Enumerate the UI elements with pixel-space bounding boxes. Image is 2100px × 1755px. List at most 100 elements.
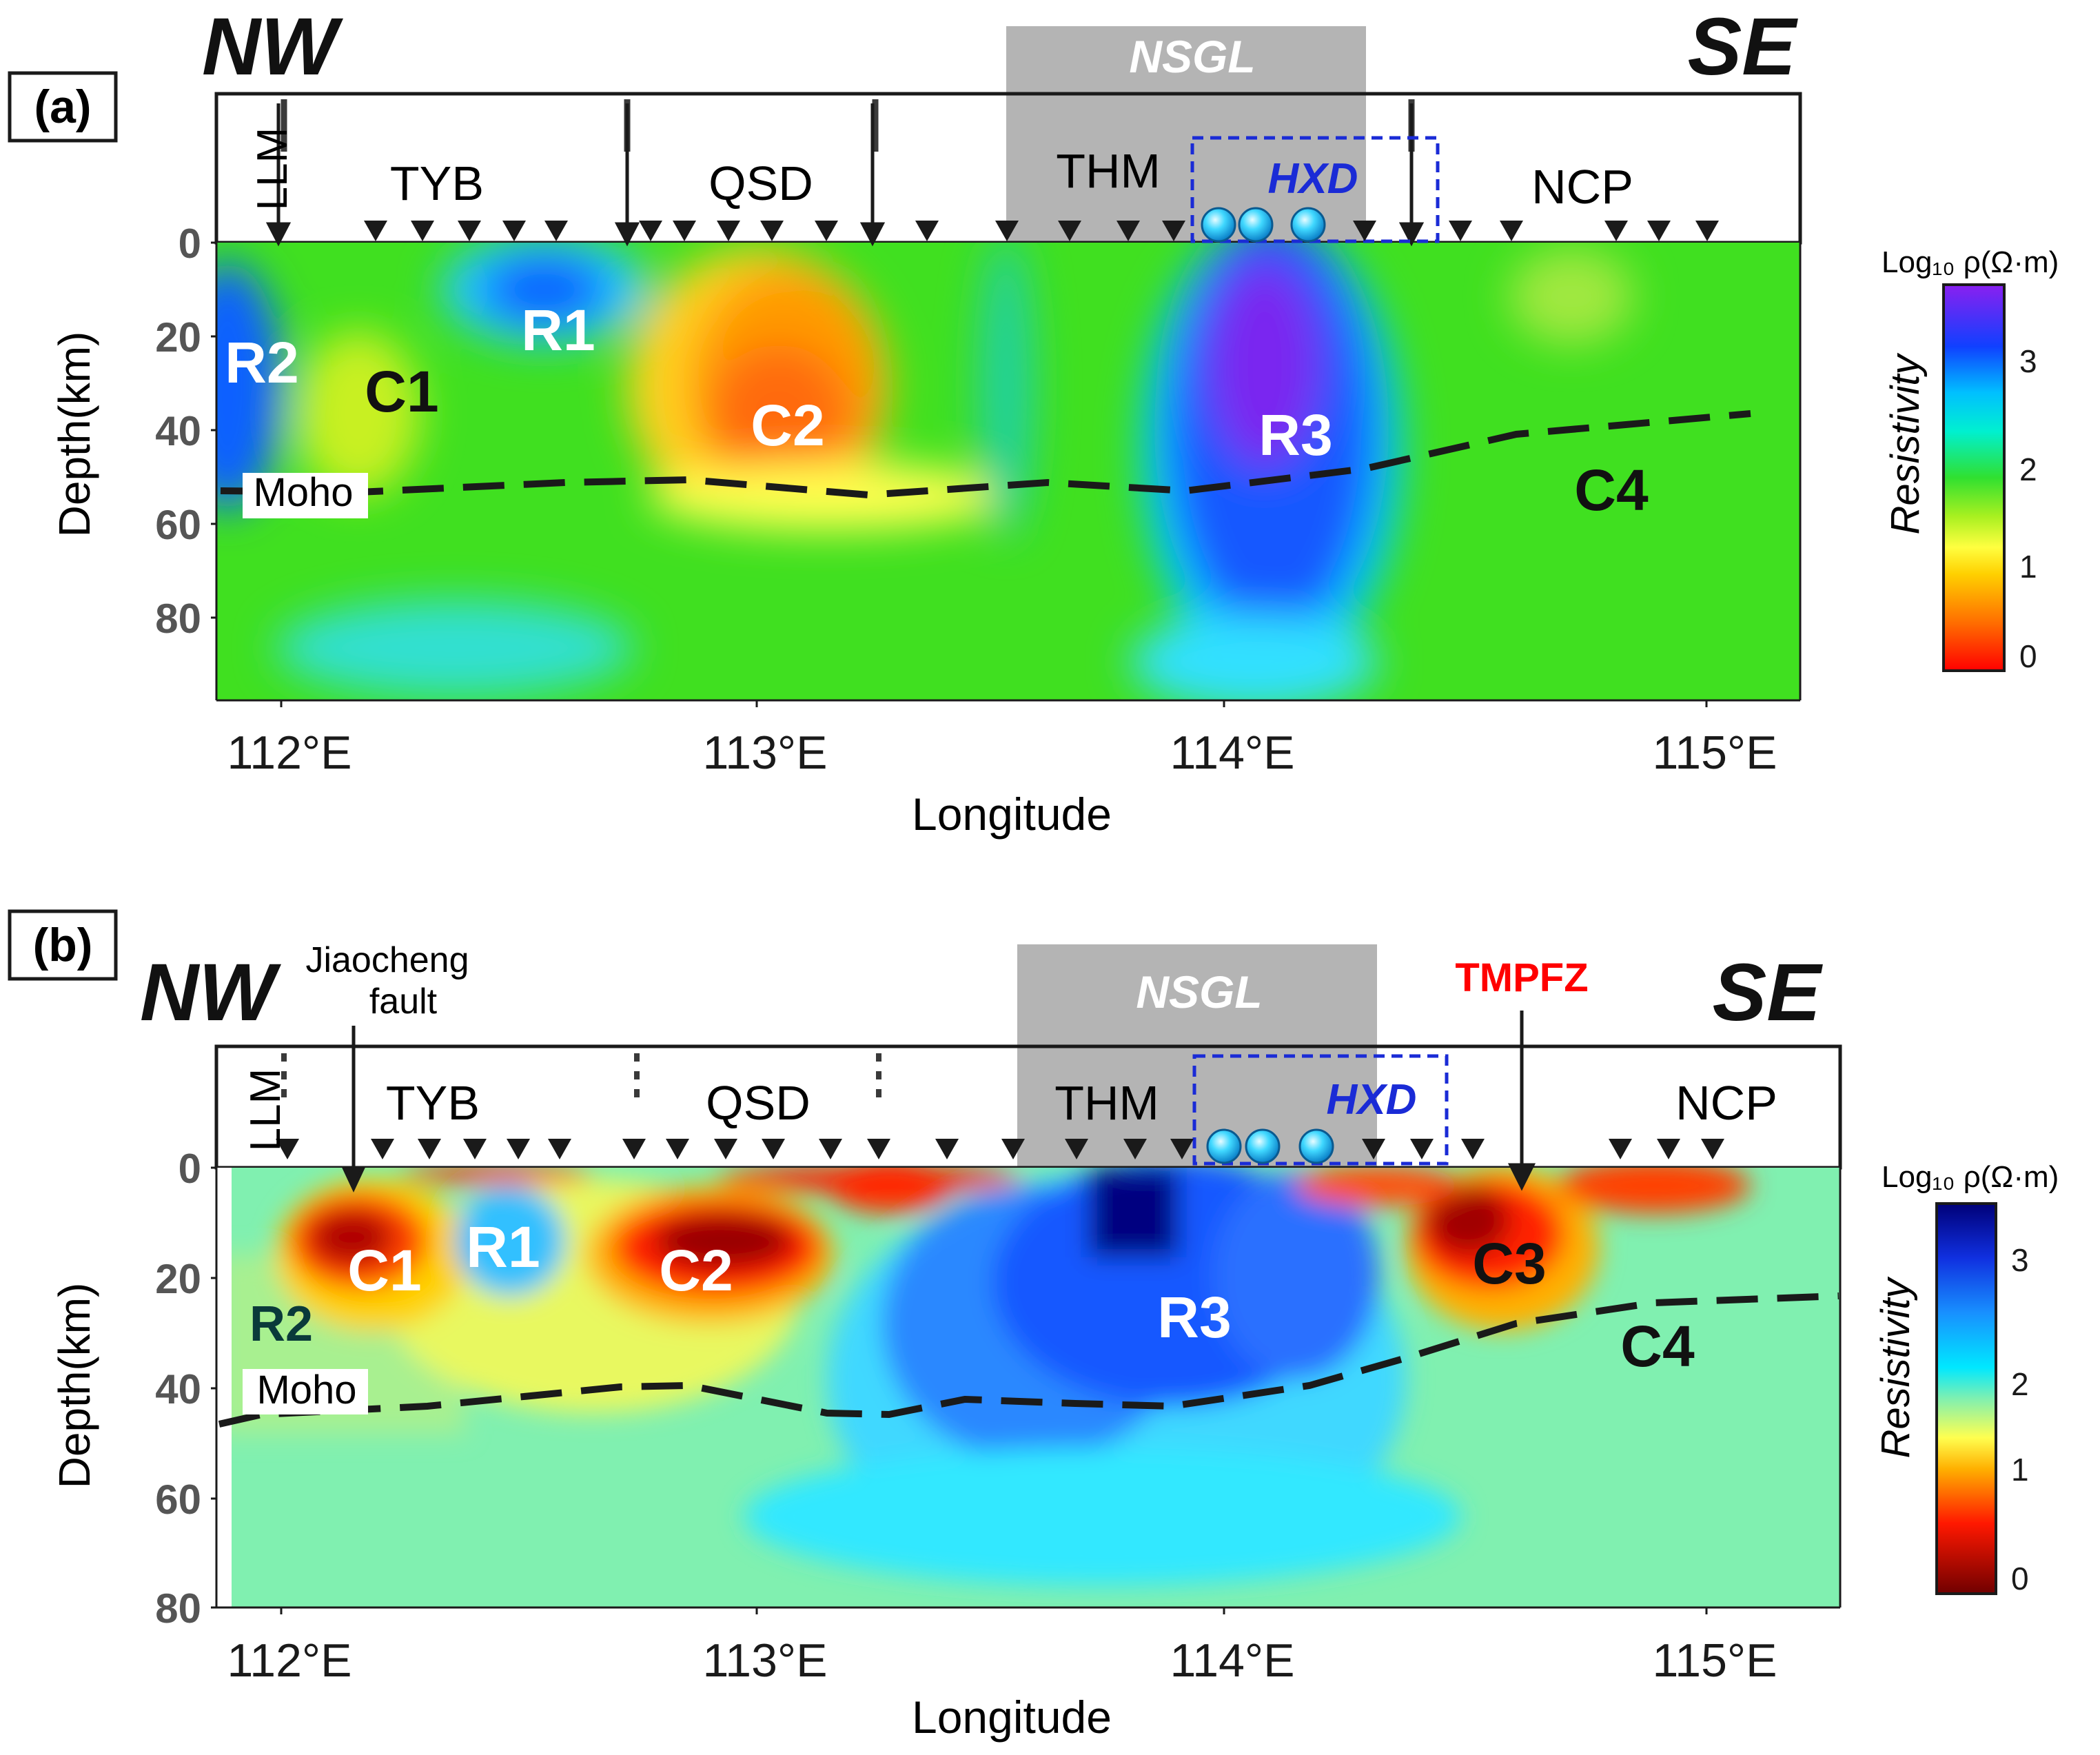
moho-label-b: Moho: [256, 1368, 356, 1412]
cbar-tick-b-2: 2: [2011, 1366, 2029, 1402]
colorbar-ticks-a: 3 2 1 0: [2019, 343, 2037, 674]
hxd-label-b: HXD: [1327, 1076, 1417, 1124]
anomaly-c4-a: C4: [1574, 458, 1649, 523]
xtick-a-113: 113°E: [703, 727, 828, 779]
anomaly-c1-a: C1: [365, 359, 438, 424]
xtick-b-114: 114°E: [1170, 1634, 1295, 1687]
ytick-b-60: 60: [155, 1477, 201, 1523]
xtick-a-114: 114°E: [1170, 727, 1295, 779]
ytick-a-40: 40: [155, 408, 201, 454]
block-tyb-a: TYB: [390, 156, 484, 210]
anomaly-r1-b: R1: [466, 1215, 540, 1279]
cbar-tick-a-3: 3: [2019, 343, 2037, 379]
xticks-b: 112°E 113°E 114°E 115°E: [227, 1634, 1777, 1687]
ytick-a-20: 20: [155, 314, 201, 361]
resistivity-model-a: [216, 243, 1800, 700]
anomaly-c4-b: C4: [1620, 1314, 1695, 1379]
xticks-a: 112°E 113°E 114°E 115°E: [227, 727, 1777, 779]
hxd-box-b: [1192, 1054, 1449, 1166]
tmpfz-label: TMPFZ: [1455, 955, 1588, 1000]
anomaly-c3-b: C3: [1472, 1231, 1546, 1296]
anomaly-r1-a: R1: [521, 298, 595, 363]
moho-label-box-a: [243, 473, 368, 518]
axes-a: [211, 94, 1802, 707]
tmpfz-arrow: [1507, 1011, 1536, 1191]
cbar-tick-b-0: 0: [2011, 1561, 2029, 1596]
colorbar-b: [1935, 1202, 1997, 1595]
resistivity-model-b: [216, 1168, 1840, 1607]
hxd-label-a: HXD: [1268, 155, 1358, 203]
anomaly-c2-a: C2: [751, 393, 824, 458]
block-qsd-b: QSD: [706, 1076, 811, 1130]
jiaocheng-label: Jiaocheng: [305, 940, 469, 980]
anomaly-r2-b: R2: [249, 1297, 313, 1352]
nsgl-zone-a: [1006, 26, 1366, 243]
cbar-tick-b-1: 1: [2011, 1452, 2029, 1488]
xtick-b-113: 113°E: [703, 1634, 828, 1687]
colorbar-label-b: Resistivity: [1873, 1276, 1918, 1458]
ytick-a-60: 60: [155, 502, 201, 548]
xtick-b-115: 115°E: [1653, 1634, 1777, 1687]
earthquake-markers-b: [1206, 1128, 1334, 1164]
panel-tag-a: (a): [34, 81, 91, 133]
mt-stations-b: [276, 1139, 1724, 1159]
panel-b: NSGL: [8, 909, 2059, 1743]
yticks-b: 0 20 40 60 80: [155, 1146, 201, 1632]
ytick-b-0: 0: [179, 1146, 201, 1192]
cbar-tick-b-3: 3: [2011, 1242, 2029, 1278]
yticks-a: 0 20 40 60 80: [155, 221, 201, 642]
jiaocheng-fault-arrow: [341, 1026, 366, 1193]
anomaly-r3-b: R3: [1157, 1285, 1231, 1350]
fault-label: fault: [369, 982, 438, 1022]
se-label-a: SE: [1688, 1, 1799, 92]
boundary-arrows-a: [265, 103, 1425, 247]
colorbar-title-b: Log₁₀ ρ(Ω·m): [1882, 1160, 2059, 1194]
nsgl-label-b: NSGL: [1136, 966, 1262, 1017]
anomaly-r3-a: R3: [1258, 403, 1332, 467]
block-thm-b: THM: [1054, 1076, 1159, 1130]
block-llm-b: LLM: [242, 1068, 289, 1152]
block-llm-a: LLM: [249, 128, 296, 211]
ytick-b-20: 20: [155, 1256, 201, 1302]
block-ncp-b: NCP: [1675, 1076, 1777, 1130]
colorbar-ticks-b: 3 2 1 0: [2011, 1242, 2029, 1596]
cbar-tick-a-2: 2: [2019, 452, 2037, 487]
hxd-box-a: [1190, 136, 1440, 243]
colorbar-title-a: Log₁₀ ρ(Ω·m): [1882, 245, 2059, 279]
colorbar-a: [1942, 283, 2006, 672]
se-label-b: SE: [1713, 947, 1824, 1038]
axes-b: [211, 1046, 1842, 1614]
ytick-a-0: 0: [179, 221, 201, 267]
anomaly-c2-b: C2: [659, 1238, 733, 1303]
block-thm-a: THM: [1056, 144, 1161, 198]
block-tyb-b: TYB: [386, 1076, 480, 1130]
cbar-tick-a-0: 0: [2019, 638, 2037, 674]
panel-tag-box-a: [8, 71, 118, 143]
ytick-a-80: 80: [155, 596, 201, 642]
ylabel-a: Depth(km): [50, 332, 99, 538]
nsgl-label-a: NSGL: [1129, 31, 1255, 82]
moho-line-a: [220, 410, 1751, 499]
mt-stations-a: [364, 221, 1719, 241]
anomaly-c1-b: C1: [347, 1238, 421, 1303]
anomaly-r2-a: R2: [225, 330, 298, 395]
colorbar-label-a: Resistivity: [1883, 352, 1928, 534]
ytick-b-40: 40: [155, 1366, 201, 1412]
panel-a: NSGL: [8, 1, 2059, 840]
moho-line-b: [218, 1292, 1839, 1428]
block-qsd-a: QSD: [709, 156, 813, 210]
xtick-b-112: 112°E: [227, 1634, 352, 1687]
xtick-a-115: 115°E: [1653, 727, 1777, 779]
nw-label-a: NW: [202, 1, 343, 92]
nw-label-b: NW: [140, 947, 281, 1038]
moho-label-box-b: [243, 1369, 368, 1414]
ylabel-b: Depth(km): [50, 1283, 99, 1489]
ytick-b-80: 80: [155, 1585, 201, 1632]
cbar-tick-a-1: 1: [2019, 549, 2037, 585]
block-ncp-a: NCP: [1531, 160, 1633, 214]
xlabel-a: Longitude: [912, 789, 1112, 840]
panel-tag-box-b: [8, 909, 118, 981]
panel-tag-b: (b): [33, 919, 93, 971]
xtick-a-112: 112°E: [227, 727, 352, 779]
